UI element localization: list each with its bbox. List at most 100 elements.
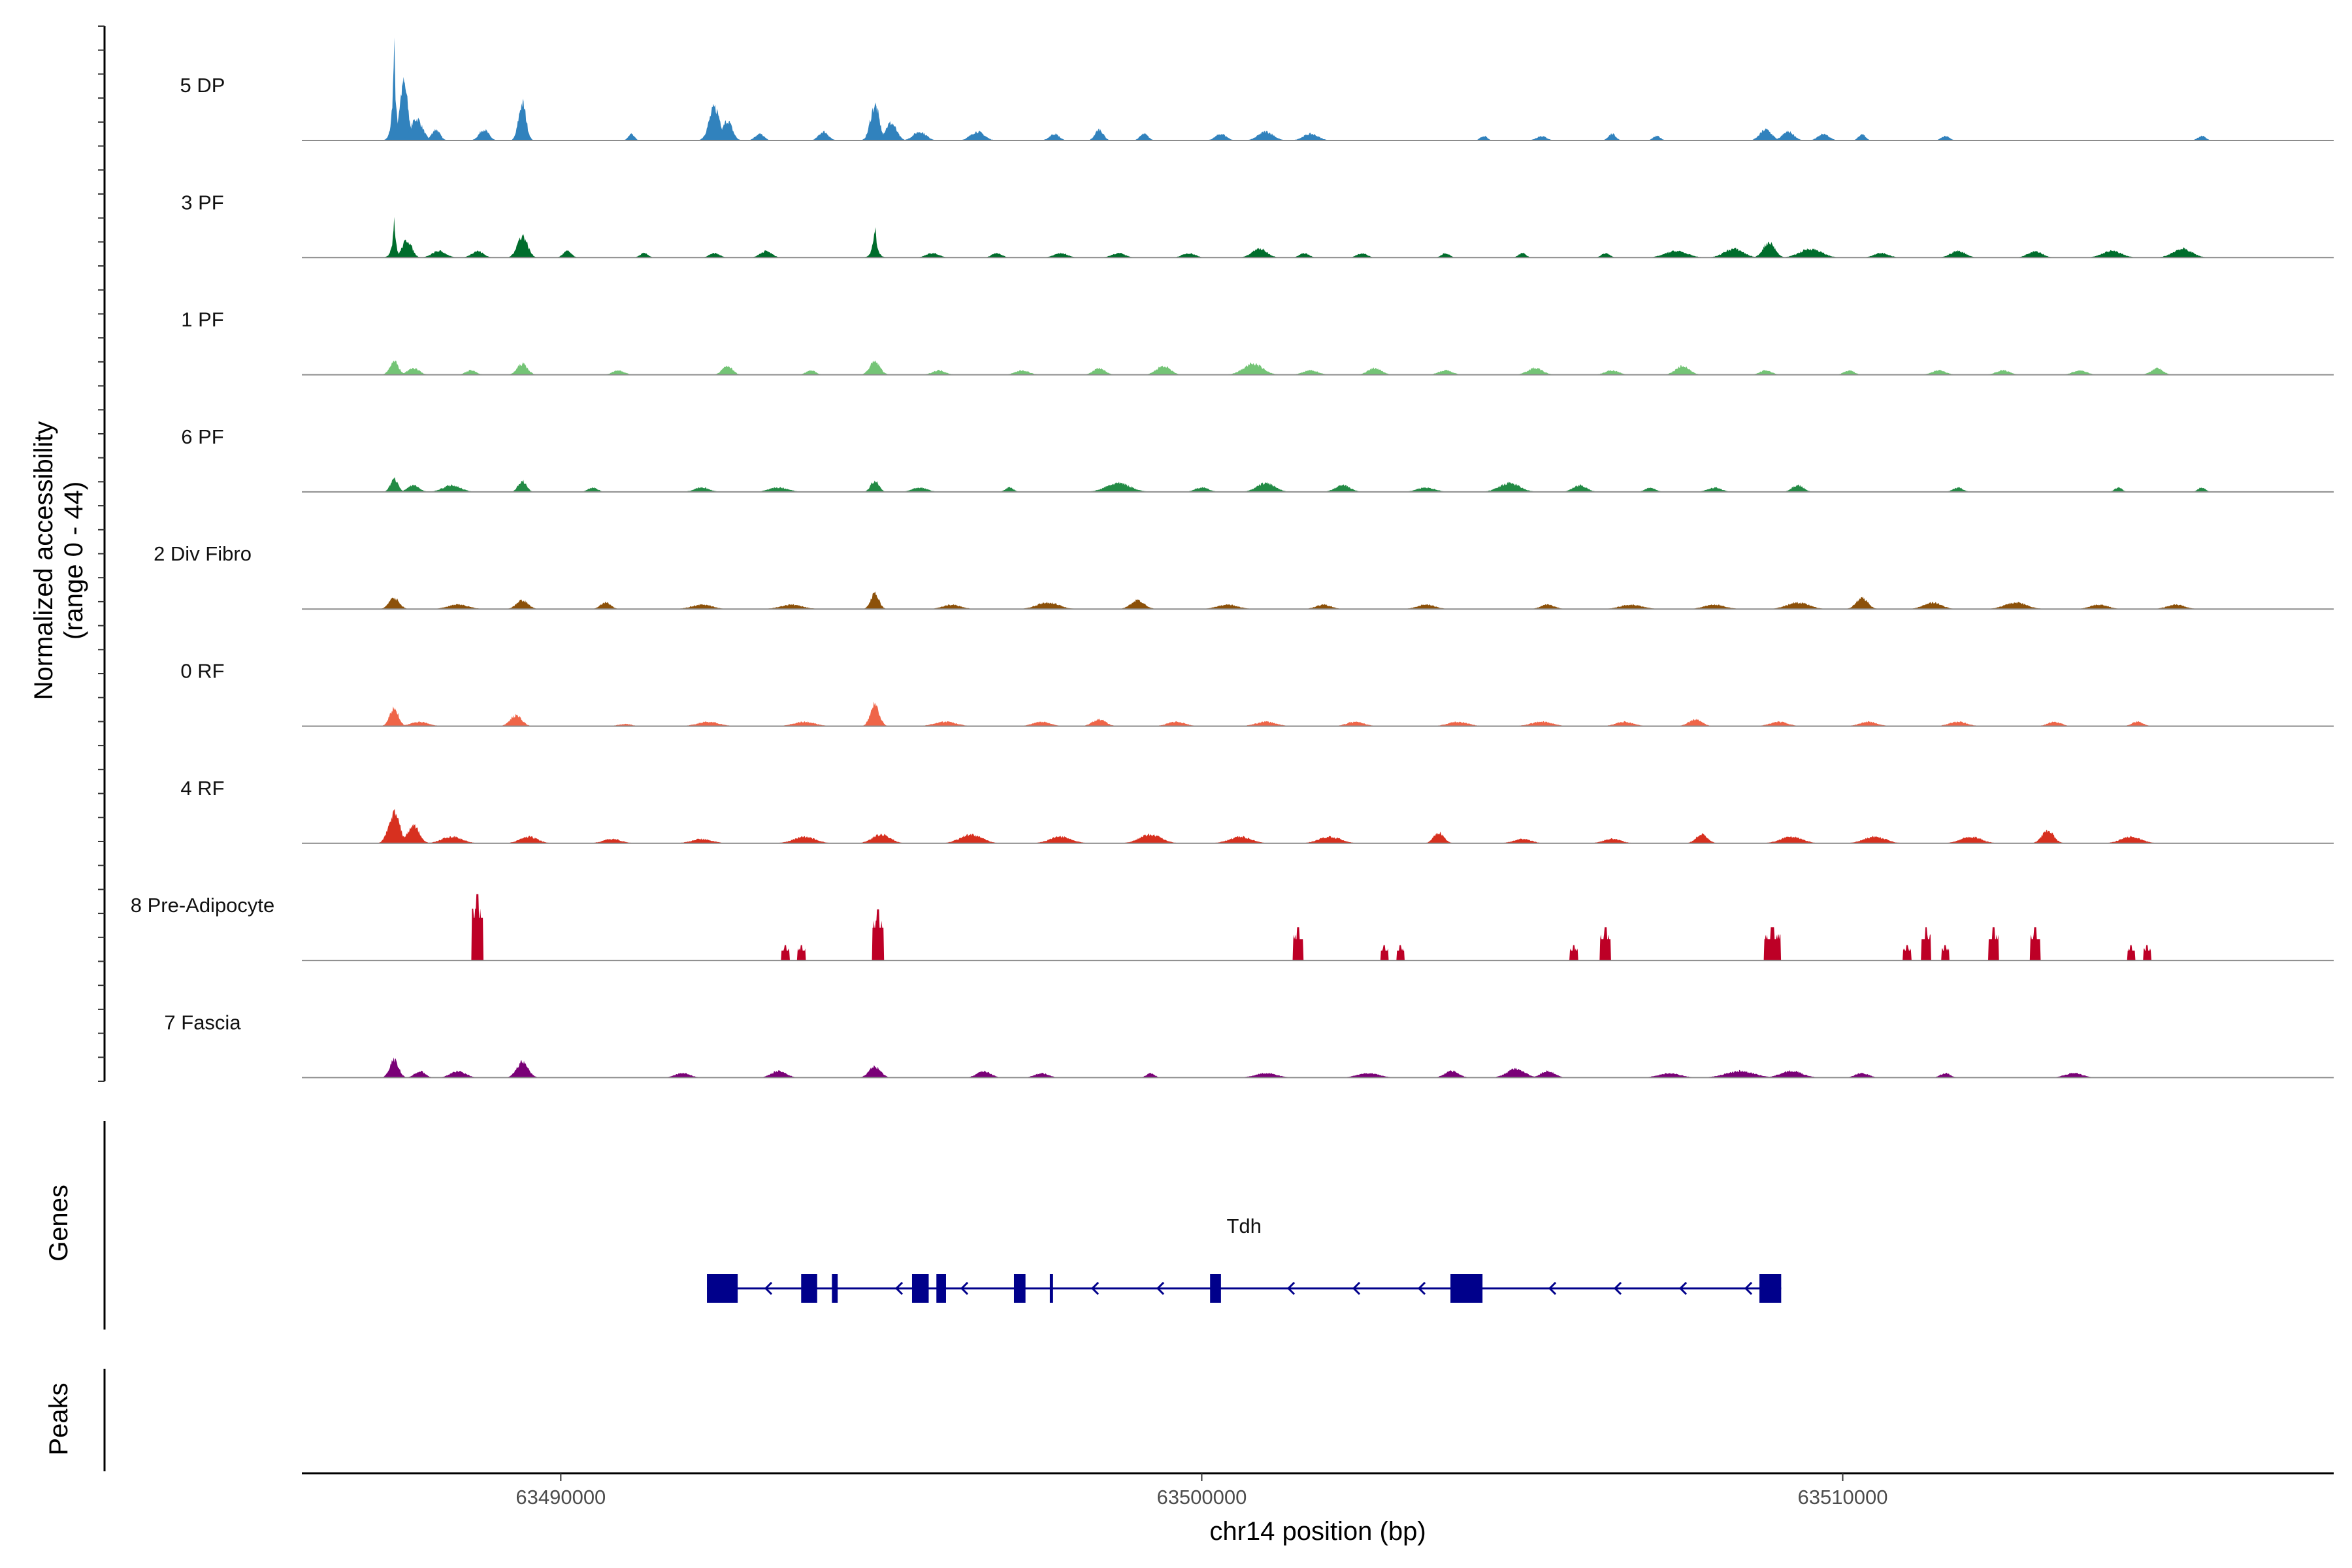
peak <box>1765 248 1856 258</box>
exon <box>1450 1274 1483 1303</box>
peak <box>746 604 837 610</box>
peak <box>1735 927 1809 961</box>
peak <box>1135 365 1192 375</box>
track-0-rf: 0 RF <box>180 660 2334 727</box>
strand-arrow <box>1613 1281 1622 1296</box>
peak <box>1005 721 1079 727</box>
peak <box>992 487 1026 492</box>
gene-tdh: Tdh <box>707 1215 1782 1303</box>
peak <box>399 1070 441 1078</box>
peak <box>906 252 960 258</box>
peak <box>584 601 627 610</box>
peak <box>759 721 850 727</box>
peak <box>383 721 457 727</box>
peak <box>1228 248 1291 258</box>
peak <box>1680 1070 1800 1078</box>
exon <box>801 1274 817 1303</box>
peak <box>1069 482 1168 492</box>
peak <box>1970 602 2061 610</box>
peak <box>1032 252 1089 258</box>
peak <box>1928 945 1963 961</box>
peak <box>1588 253 1623 258</box>
peak <box>1127 133 1161 140</box>
y-axis-range-label: (range 0 - 44) <box>59 482 88 640</box>
track-label: 7 Fascia <box>164 1011 241 1034</box>
peak <box>844 833 918 843</box>
peak <box>1109 599 1166 610</box>
peak <box>1895 602 1969 610</box>
peak <box>1629 487 1672 492</box>
peak <box>1479 1068 1553 1078</box>
peak <box>1888 945 1925 961</box>
peak <box>2132 367 2181 375</box>
peak <box>1904 927 1948 961</box>
peak <box>1686 487 1743 492</box>
peak <box>1279 133 1342 140</box>
peak <box>2143 247 2222 258</box>
peak <box>1485 838 1560 843</box>
peak <box>1624 1073 1715 1078</box>
peak <box>506 99 538 140</box>
strand-arrow <box>894 1281 904 1296</box>
peak <box>2005 251 2065 258</box>
peak <box>498 1060 547 1078</box>
peak <box>1507 252 1538 258</box>
peak <box>1850 252 1912 258</box>
peak <box>1829 836 1920 843</box>
peak <box>1323 1073 1414 1078</box>
track-label: 3 PF <box>181 191 223 214</box>
peak <box>708 120 747 140</box>
strand-arrow <box>1548 1281 1557 1296</box>
peak <box>618 133 644 140</box>
peak <box>1827 370 1870 375</box>
peak <box>378 477 410 492</box>
peak <box>2186 487 2217 492</box>
peak <box>1082 128 1117 140</box>
peak <box>1924 1072 1967 1078</box>
strand-arrow <box>1417 1281 1426 1296</box>
peak <box>419 129 453 140</box>
peak <box>2036 1073 2110 1078</box>
peak <box>1389 487 1463 492</box>
peak <box>492 713 540 727</box>
track-label: 4 RF <box>180 777 224 800</box>
exon <box>936 1274 946 1303</box>
peak <box>1467 482 1552 492</box>
exon <box>911 1274 929 1303</box>
peak <box>1311 484 1374 492</box>
peak <box>1752 602 1843 610</box>
peak <box>1520 604 1576 610</box>
coverage-tracks: 5 DP 3 PF 1 PF 6 PF 2 Div Fibro 0 RF 4 RF 8 Pre… <box>131 37 2334 1079</box>
peak <box>851 1065 899 1078</box>
plot-frame <box>98 25 106 1471</box>
peak <box>853 361 896 375</box>
peak <box>2185 135 2219 140</box>
track-5-dp: 5 DP <box>180 37 2334 141</box>
peak <box>1034 133 1074 140</box>
peak <box>1641 135 1673 140</box>
peak <box>1520 136 1563 140</box>
peak <box>416 604 501 610</box>
peak <box>389 367 438 375</box>
peak <box>452 894 503 961</box>
peak <box>1318 721 1392 727</box>
peak <box>915 604 988 610</box>
peak <box>1520 1070 1576 1078</box>
peak <box>1774 484 1822 492</box>
peak <box>1584 370 1641 375</box>
peak <box>670 487 733 492</box>
genes-panel: Tdh <box>707 1215 1782 1303</box>
peak <box>1469 135 1498 140</box>
peak <box>2023 830 2072 843</box>
peak <box>2012 927 2058 961</box>
peak <box>1555 945 1592 961</box>
peak <box>392 118 441 140</box>
peak <box>492 836 566 843</box>
peak <box>1367 945 1401 961</box>
peak <box>693 252 736 258</box>
peak <box>501 234 544 258</box>
exon <box>1049 1274 1053 1303</box>
peak <box>766 945 804 961</box>
exon <box>1013 1274 1026 1303</box>
track-2-div-fibro: 2 Div Fibro <box>154 542 2334 610</box>
